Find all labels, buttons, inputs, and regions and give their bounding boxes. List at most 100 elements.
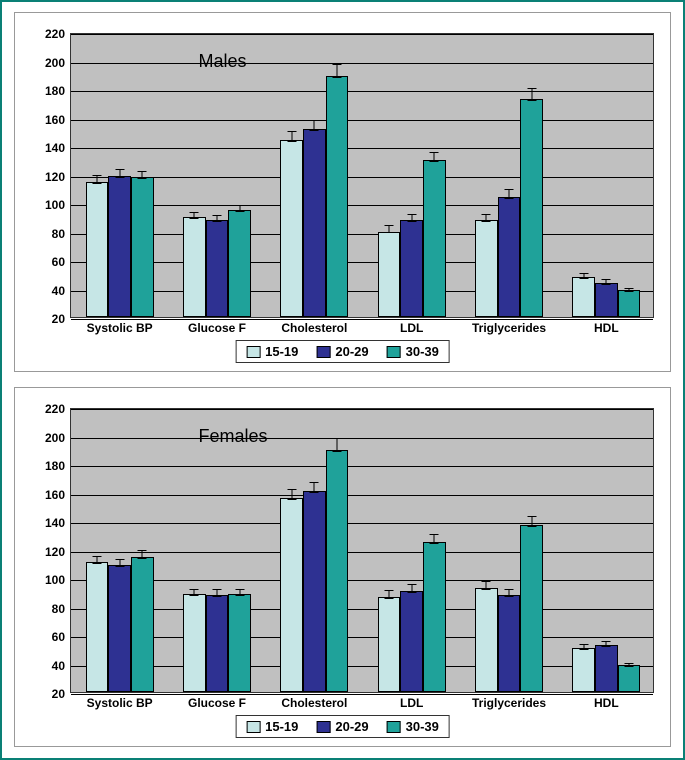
legend-swatch (316, 346, 330, 358)
error-bar (291, 131, 292, 142)
error-bar (411, 214, 412, 223)
legend-item-s3: 30-39 (387, 719, 439, 734)
bar (595, 645, 618, 692)
error-bar (291, 489, 292, 500)
y-tick-label: 120 (45, 545, 65, 559)
bar (86, 182, 109, 317)
bar (228, 594, 251, 692)
legend-item-s3: 30-39 (387, 344, 439, 359)
gridline (71, 666, 653, 667)
bar (423, 542, 446, 692)
legend-label: 15-19 (265, 344, 298, 359)
plot-area-females: 20406080100120140160180200220Systolic BP… (70, 408, 654, 693)
y-tick-label: 220 (45, 27, 65, 41)
error-bar (434, 534, 435, 544)
error-bar (217, 215, 218, 222)
bar (108, 176, 131, 317)
figure-container: 20406080100120140160180200220Systolic BP… (0, 0, 685, 760)
plot-area-males: 20406080100120140160180200220Systolic BP… (70, 33, 654, 318)
error-bar (96, 175, 97, 184)
bar (520, 525, 543, 692)
gridline (71, 34, 653, 35)
gridline (71, 205, 653, 206)
legend-swatch (246, 721, 260, 733)
bar (303, 491, 326, 692)
error-bar (629, 663, 630, 667)
gridline (71, 552, 653, 553)
bar (618, 665, 641, 692)
gridline (71, 609, 653, 610)
bar (280, 140, 303, 317)
bar (326, 76, 349, 317)
y-tick-label: 200 (45, 431, 65, 445)
error-bar (388, 225, 389, 234)
bar (183, 217, 206, 317)
legend-swatch (316, 721, 330, 733)
bar (86, 562, 109, 692)
legend-label: 20-29 (335, 719, 368, 734)
gridline (71, 319, 653, 320)
bar (183, 594, 206, 692)
x-tick-label: HDL (594, 696, 619, 710)
legend-item-s2: 20-29 (316, 344, 368, 359)
y-tick-label: 100 (45, 198, 65, 212)
x-tick-label: Cholesterol (281, 321, 347, 335)
legend-label: 15-19 (265, 719, 298, 734)
x-tick-label: LDL (400, 321, 423, 335)
bar (303, 129, 326, 317)
error-bar (337, 438, 338, 452)
y-tick-label: 160 (45, 113, 65, 127)
y-tick-label: 20 (52, 312, 65, 326)
error-bar (217, 589, 218, 598)
x-tick-label: Systolic BP (87, 696, 153, 710)
bar (618, 290, 641, 317)
bar (131, 557, 154, 692)
panel-males: 20406080100120140160180200220Systolic BP… (14, 12, 671, 372)
error-bar (314, 120, 315, 131)
gridline (71, 262, 653, 263)
x-tick-label: HDL (594, 321, 619, 335)
legend-swatch (387, 721, 401, 733)
bar (326, 450, 349, 692)
bar (378, 597, 401, 692)
legend-females: 15-19 20-29 30-39 (235, 715, 450, 738)
legend-label: 30-39 (406, 344, 439, 359)
panel-title-females: Females (198, 426, 267, 447)
error-bar (583, 273, 584, 279)
error-bar (119, 559, 120, 568)
bar (423, 160, 446, 317)
gridline (71, 148, 653, 149)
gridline (71, 234, 653, 235)
error-bar (629, 288, 630, 292)
y-tick-label: 60 (52, 255, 65, 269)
error-bar (531, 516, 532, 527)
gridline (71, 91, 653, 92)
error-bar (142, 550, 143, 559)
error-bar (96, 556, 97, 565)
x-tick-label: Cholesterol (281, 696, 347, 710)
legend-item-s1: 15-19 (246, 344, 298, 359)
bar (400, 591, 423, 692)
y-tick-label: 60 (52, 630, 65, 644)
gridline (71, 495, 653, 496)
panel-females: 20406080100120140160180200220Systolic BP… (14, 387, 671, 747)
legend-item-s2: 20-29 (316, 719, 368, 734)
bar (206, 595, 229, 692)
gridline (71, 466, 653, 467)
x-tick-label: Systolic BP (87, 321, 153, 335)
y-tick-label: 220 (45, 402, 65, 416)
bar (475, 588, 498, 692)
y-tick-label: 80 (52, 227, 65, 241)
error-bar (606, 641, 607, 647)
legend-label: 30-39 (406, 719, 439, 734)
error-bar (119, 169, 120, 178)
gridline (71, 291, 653, 292)
x-tick-label: Triglycerides (472, 696, 546, 710)
y-tick-label: 100 (45, 573, 65, 587)
bar (520, 99, 543, 317)
gridline (71, 120, 653, 121)
y-tick-label: 20 (52, 687, 65, 701)
legend-swatch (387, 346, 401, 358)
gridline (71, 63, 653, 64)
bar (498, 197, 521, 317)
